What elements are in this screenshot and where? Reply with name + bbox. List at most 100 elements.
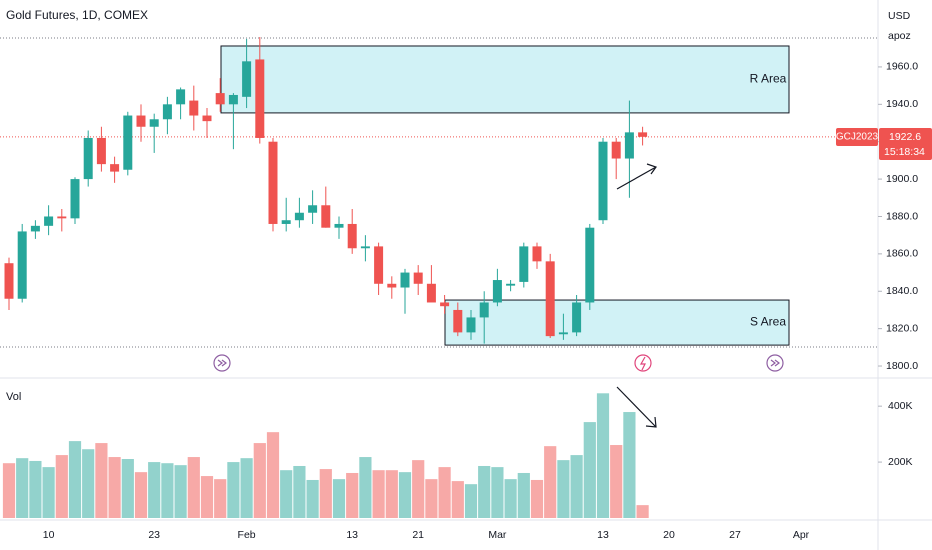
candle-body	[492, 280, 502, 303]
volume-bar	[346, 472, 359, 518]
zone	[444, 299, 790, 346]
volume-bar	[398, 472, 412, 518]
candle-body	[558, 332, 568, 335]
volume-tick-label: 200K	[888, 456, 913, 468]
candle-body	[638, 132, 648, 137]
arrow	[616, 166, 657, 190]
volume-bar	[425, 479, 438, 518]
candle-body	[360, 246, 370, 249]
candle-body	[519, 246, 529, 282]
volume-bar	[306, 479, 319, 518]
x-tick-label: Feb	[238, 529, 256, 541]
volume-bar	[148, 462, 161, 518]
volume-bar	[583, 422, 596, 518]
y-tick-label: 1820.0	[886, 322, 918, 334]
volume-bar	[332, 479, 346, 518]
candle-body	[110, 164, 120, 172]
candle-body	[453, 309, 463, 333]
candle-body	[17, 231, 27, 299]
volume-bar	[504, 479, 517, 518]
volume-bar	[293, 465, 306, 518]
volume-bar	[517, 472, 530, 518]
x-tick-label: Apr	[793, 529, 810, 541]
user: apoz	[888, 30, 911, 42]
candle-body	[611, 141, 621, 159]
volume-bar	[42, 467, 55, 518]
volume-bar	[266, 432, 280, 518]
candle-body	[149, 119, 159, 127]
candle-body	[440, 302, 450, 307]
volume-bar	[214, 479, 227, 518]
candle-body	[228, 94, 238, 105]
volume-bar	[161, 463, 174, 518]
candle-body	[585, 227, 595, 303]
volume-bar	[319, 469, 332, 518]
volume-bar	[253, 443, 266, 518]
volume-bar	[412, 460, 425, 518]
y-tick-label: 1900.0	[886, 173, 918, 185]
volume-bar	[240, 458, 253, 518]
x-tick-label: 23	[148, 529, 160, 541]
x-tick-label: 27	[729, 529, 741, 541]
price-tag	[879, 128, 932, 160]
candle-body	[294, 212, 304, 221]
volume-bar	[385, 470, 398, 518]
volume-bar	[451, 481, 464, 518]
zone-label: R Area	[750, 72, 787, 86]
symbol-tag	[836, 128, 878, 146]
volume-bar	[557, 460, 570, 518]
candle-body	[215, 93, 225, 105]
arrow-head	[645, 416, 657, 428]
candle-body	[202, 115, 212, 122]
x-tick-label: 20	[663, 529, 675, 541]
annotation-arrows	[616, 163, 657, 428]
candle-body	[70, 179, 80, 219]
currency: USD	[888, 10, 911, 22]
event-icons	[213, 354, 784, 372]
candle-body	[123, 115, 133, 170]
volume-bar	[16, 458, 29, 518]
volume-label: Vol	[6, 391, 21, 403]
volume-bar	[29, 460, 42, 518]
last-price: 1922.6	[889, 131, 921, 143]
zone-label: S Area	[750, 315, 786, 329]
volume-bar	[68, 441, 82, 518]
volume-bar	[464, 484, 478, 518]
volume-bar	[623, 412, 636, 518]
candle-body	[268, 141, 278, 224]
candle-body	[83, 137, 93, 180]
icon-glyph	[217, 359, 227, 367]
volume-bar	[544, 446, 557, 518]
volume-bar	[121, 459, 134, 518]
countdown: 15:18:34	[884, 146, 925, 158]
candle-body	[255, 59, 265, 138]
candle-body	[413, 272, 423, 284]
volume-bar	[478, 465, 491, 518]
volume-bar	[187, 457, 200, 518]
volume-bar	[2, 463, 16, 518]
candle-body	[400, 272, 410, 288]
x-tick-label: 21	[412, 529, 424, 541]
volume-bar	[95, 443, 108, 518]
arrow-head	[646, 163, 657, 175]
y-tick-label: 1860.0	[886, 248, 918, 260]
y-tick-label: 1800.0	[886, 360, 918, 372]
volume-bar	[82, 449, 95, 518]
x-tick-label: 10	[43, 529, 55, 541]
volume-bar	[570, 455, 583, 518]
candle-body	[321, 205, 331, 228]
icon-glyph	[770, 359, 780, 367]
candle-body	[598, 141, 608, 221]
x-tick-label: 13	[346, 529, 358, 541]
candle-body	[624, 132, 634, 159]
candle-body	[506, 283, 516, 286]
candle-body	[479, 302, 489, 318]
price-lines	[0, 37, 878, 348]
volume-bar	[134, 472, 148, 518]
event-icon[interactable]	[634, 354, 652, 372]
candle-body	[532, 246, 542, 262]
volume-bar	[200, 476, 214, 518]
candle-body	[44, 216, 54, 226]
